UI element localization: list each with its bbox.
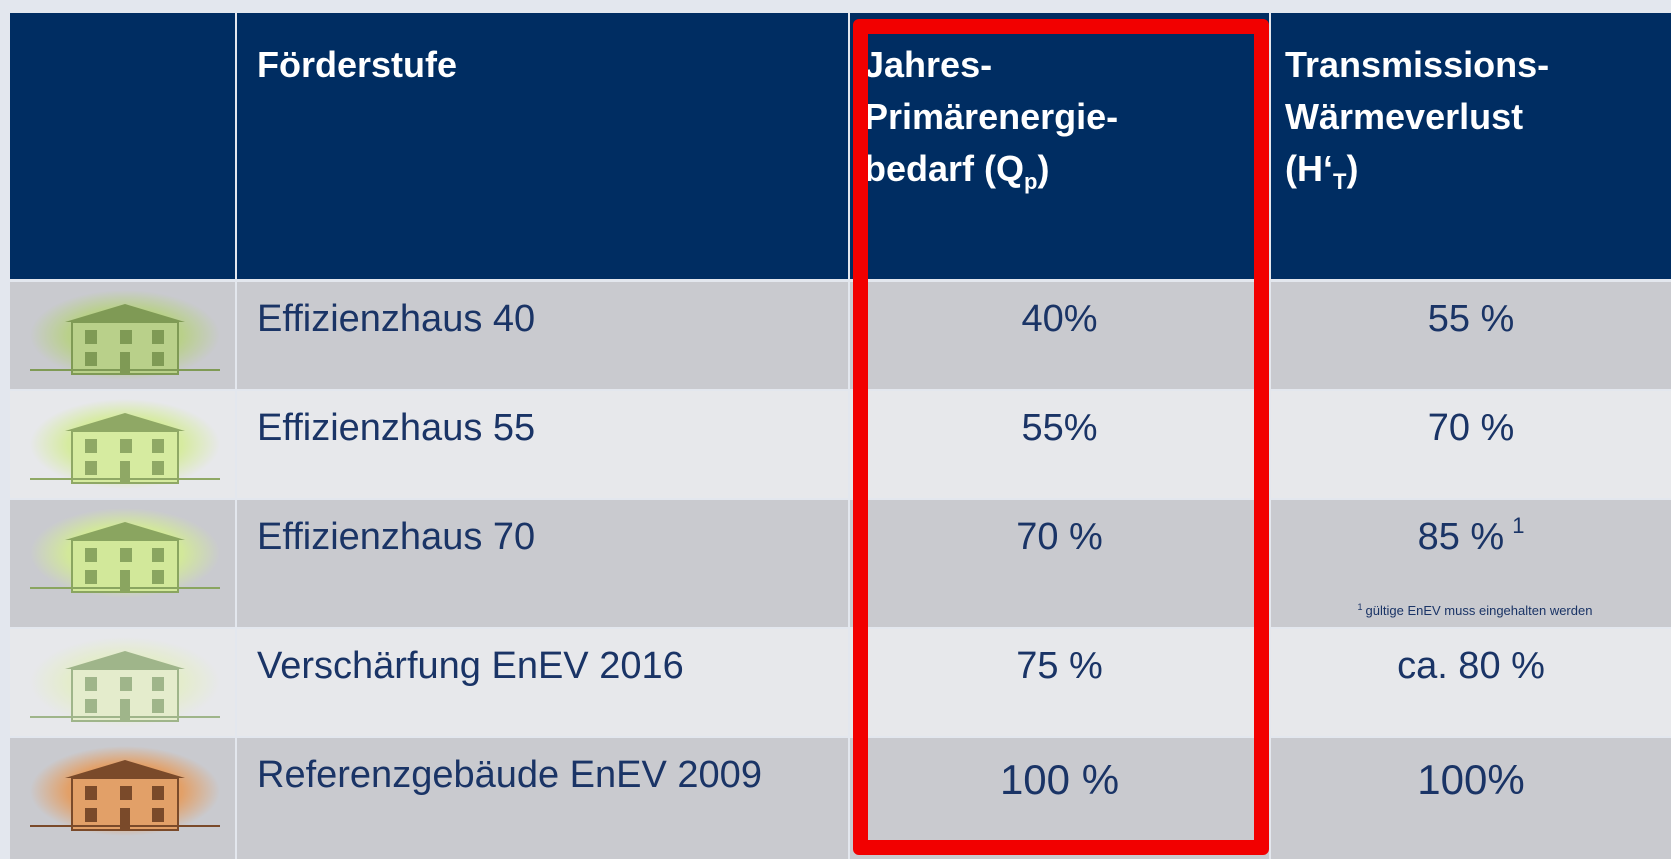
row-label: Effizienzhaus 40 <box>257 298 535 340</box>
slide: {"table": { "header": [ {"lines": ["Förd… <box>0 0 1671 859</box>
footnote-mark: 1 <box>1512 513 1524 538</box>
row-label: Effizienzhaus 70 <box>257 516 535 558</box>
label-cell: Effizienzhaus 55 <box>237 391 848 498</box>
ht-value: 100% <box>1417 756 1524 803</box>
house-icon <box>30 637 220 727</box>
icon-cell <box>10 500 235 627</box>
ht-value: 55 % <box>1428 298 1515 340</box>
ht-cell: 55 % <box>1271 282 1671 389</box>
ht-cell: ca. 80 % <box>1271 629 1671 736</box>
header-line: Förderstufe <box>257 39 848 91</box>
ht-value: 70 % <box>1428 407 1515 449</box>
subscript: T <box>1333 169 1346 194</box>
label-cell: Verschärfung EnEV 2016 <box>237 629 848 736</box>
icon-cell <box>10 629 235 736</box>
header-text: Förderstufe <box>257 44 457 85</box>
footnote-mark: 1 <box>1358 602 1363 612</box>
house-icon <box>30 290 220 380</box>
house-icon <box>30 746 220 836</box>
icon-cell <box>10 282 235 389</box>
ht-cell: 100% <box>1271 738 1671 859</box>
icon-cell <box>10 738 235 859</box>
ht-value: 85 % <box>1418 516 1505 558</box>
table: FörderstufeJahres-Primärenergie-bedarf (… <box>0 0 1671 859</box>
label-cell: Effizienzhaus 40 <box>237 282 848 389</box>
icon-cell <box>10 391 235 498</box>
highlight-frame <box>853 19 1269 855</box>
ht-value: ca. 80 % <box>1397 645 1545 687</box>
header-text: (H‘ <box>1285 148 1333 189</box>
header-line: (H‘T) <box>1285 143 1671 195</box>
house-icon <box>30 508 220 598</box>
header-text: ) <box>1346 148 1358 189</box>
header-text: Transmissions- <box>1285 44 1549 85</box>
ht-cell: 70 % <box>1271 391 1671 498</box>
header-cell: Transmissions- Wärmeverlust (H‘T) <box>1271 13 1671 279</box>
header-cell: Förderstufe <box>237 13 848 279</box>
row-label: Referenzgebäude EnEV 2009 <box>257 754 762 796</box>
row-label: Effizienzhaus 55 <box>257 407 535 449</box>
header-line: Transmissions- <box>1285 39 1671 91</box>
row-label: Verschärfung EnEV 2016 <box>257 645 684 687</box>
footnote-text: gültige EnEV muss eingehalten werden <box>1366 603 1593 618</box>
label-cell: Referenzgebäude EnEV 2009 <box>237 738 848 859</box>
house-icon <box>30 399 220 489</box>
header-text: Wärmeverlust <box>1285 96 1523 137</box>
label-cell: Effizienzhaus 70 <box>237 500 848 627</box>
header-cell <box>10 13 235 279</box>
header-line: Wärmeverlust <box>1285 91 1671 143</box>
